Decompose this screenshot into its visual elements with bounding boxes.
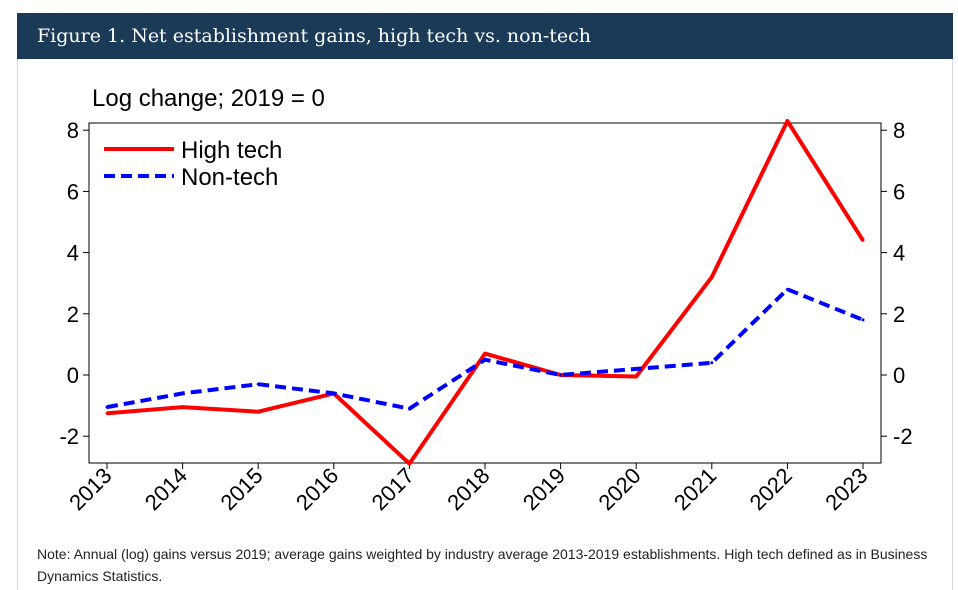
figure-title: Figure 1. Net establishment gains, high … xyxy=(17,13,953,59)
y-tick-label-right: 6 xyxy=(893,179,905,204)
data-point xyxy=(483,358,487,362)
y-tick-label-left: 0 xyxy=(67,363,79,388)
x-tick-label: 2016 xyxy=(291,463,343,515)
y-tick-label-right: 4 xyxy=(893,241,905,266)
data-point xyxy=(332,391,336,395)
y-tick-label-left: 2 xyxy=(67,302,79,327)
y-tick-label-left: -2 xyxy=(59,424,79,449)
x-tick-label: 2015 xyxy=(215,463,267,515)
y-tick-label-left: 4 xyxy=(67,241,79,266)
data-point xyxy=(710,275,714,279)
y-axis-label: Log change; 2019 = 0 xyxy=(92,85,325,112)
y-tick-label-left: 6 xyxy=(67,179,79,204)
data-point xyxy=(181,391,185,395)
data-point xyxy=(105,405,109,409)
y-tick-label-right: 0 xyxy=(893,363,905,388)
data-point xyxy=(407,407,411,411)
y-tick-label-right: 8 xyxy=(893,118,905,143)
y-tick-label-left: 8 xyxy=(67,118,79,143)
data-point xyxy=(785,119,789,123)
data-point xyxy=(483,352,487,356)
legend-label: High tech xyxy=(181,137,282,164)
data-point xyxy=(861,318,865,322)
x-tick-label: 2019 xyxy=(518,463,570,515)
data-point xyxy=(256,410,260,414)
data-point xyxy=(710,361,714,365)
data-point xyxy=(407,462,411,466)
figure-note: Note: Annual (log) gains versus 2019; av… xyxy=(37,546,928,584)
y-tick-label-right: -2 xyxy=(893,424,913,449)
x-tick-label: 2017 xyxy=(367,463,419,515)
data-point xyxy=(559,373,563,377)
x-tick-label: 2022 xyxy=(745,463,797,515)
chart-lines xyxy=(105,119,865,466)
x-tick-label: 2014 xyxy=(140,463,192,515)
series-line-non-tech xyxy=(106,287,864,411)
x-tick-label: 2013 xyxy=(64,463,116,515)
legend-label: Non-tech xyxy=(181,164,278,191)
data-point xyxy=(181,405,185,409)
x-tick-label: 2018 xyxy=(442,463,494,515)
data-point xyxy=(634,375,638,379)
y-tick-label-right: 2 xyxy=(893,302,905,327)
data-point xyxy=(785,287,789,291)
data-point xyxy=(256,382,260,386)
data-point xyxy=(861,238,865,242)
x-tick-label: 2021 xyxy=(669,463,721,515)
data-point xyxy=(105,411,109,415)
data-point xyxy=(634,367,638,371)
figure-panel xyxy=(17,13,953,590)
x-tick-label: 2023 xyxy=(820,463,872,515)
x-tick-label: 2020 xyxy=(593,463,645,515)
